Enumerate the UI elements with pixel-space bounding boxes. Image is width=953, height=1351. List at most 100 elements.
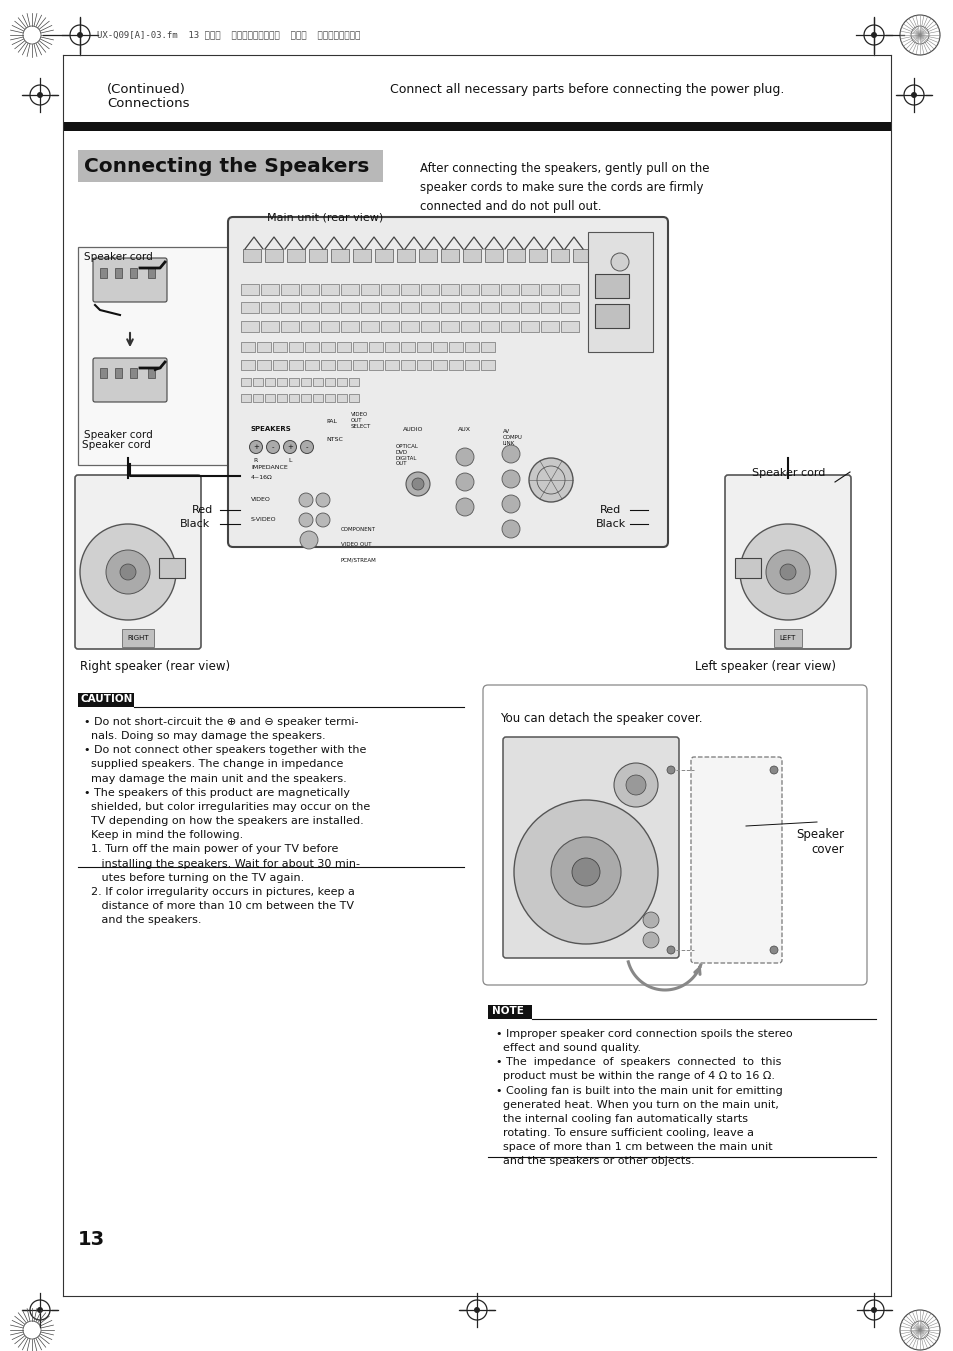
Bar [420, 284, 438, 295]
Bar [400, 322, 418, 332]
Bar [480, 359, 495, 370]
Circle shape [412, 478, 423, 490]
Circle shape [298, 493, 313, 507]
Circle shape [765, 550, 809, 594]
Bar [130, 267, 137, 278]
Bar [369, 359, 382, 370]
Bar [460, 322, 478, 332]
Bar [241, 342, 254, 353]
Text: RIGHT: RIGHT [127, 635, 149, 640]
Circle shape [299, 531, 317, 549]
Bar [325, 394, 335, 403]
Bar [380, 303, 398, 313]
Bar [440, 249, 458, 262]
Bar [320, 342, 335, 353]
FancyBboxPatch shape [92, 258, 167, 303]
Text: Connect all necessary parts before connecting the power plug.: Connect all necessary parts before conne… [390, 84, 783, 96]
Bar [276, 378, 287, 386]
FancyBboxPatch shape [595, 274, 628, 299]
Bar [305, 342, 318, 353]
Bar [464, 342, 478, 353]
Bar [400, 303, 418, 313]
Circle shape [514, 800, 658, 944]
Bar [400, 359, 415, 370]
Bar [460, 284, 478, 295]
Text: L: L [288, 458, 292, 462]
Bar [241, 303, 258, 313]
Bar [560, 284, 578, 295]
FancyBboxPatch shape [690, 757, 781, 963]
Circle shape [23, 26, 41, 45]
Bar [349, 378, 358, 386]
Bar [305, 359, 318, 370]
Circle shape [80, 524, 175, 620]
Bar [560, 303, 578, 313]
Bar [261, 303, 278, 313]
Text: UX-Q09[A]-03.fm  13 ページ  ２００４年９月７日  火曜日  午前１１時２２分: UX-Q09[A]-03.fm 13 ページ ２００４年９月７日 火曜日 午前１… [97, 31, 360, 39]
Bar [289, 394, 298, 403]
Circle shape [769, 766, 778, 774]
Circle shape [870, 1306, 876, 1313]
Circle shape [250, 440, 262, 454]
Bar [353, 249, 371, 262]
Circle shape [456, 449, 474, 466]
Bar [440, 284, 458, 295]
Bar [320, 322, 338, 332]
Text: Speaker
cover: Speaker cover [795, 828, 843, 857]
Circle shape [406, 471, 430, 496]
Circle shape [551, 838, 620, 907]
Text: +: + [287, 444, 293, 450]
Text: S-VIDEO: S-VIDEO [251, 517, 276, 521]
Text: NTSC: NTSC [326, 436, 342, 442]
Bar [100, 267, 107, 278]
Bar [265, 249, 283, 262]
Bar [100, 367, 107, 378]
Bar [340, 303, 358, 313]
Text: AUX: AUX [457, 427, 471, 432]
Bar [480, 284, 498, 295]
Text: Speaker cord: Speaker cord [84, 253, 152, 262]
Bar [464, 359, 478, 370]
Bar [301, 322, 318, 332]
Bar [273, 359, 287, 370]
Text: Connecting the Speakers: Connecting the Speakers [84, 158, 369, 177]
Bar [449, 359, 462, 370]
Bar [241, 359, 254, 370]
Bar [349, 394, 358, 403]
Bar [420, 303, 438, 313]
Text: AV
COMPU
LINK: AV COMPU LINK [502, 430, 522, 446]
Bar [261, 322, 278, 332]
Bar [529, 249, 546, 262]
Bar [276, 394, 287, 403]
FancyBboxPatch shape [482, 685, 866, 985]
Bar [256, 359, 271, 370]
Text: SPEAKERS: SPEAKERS [251, 426, 292, 432]
Circle shape [283, 440, 296, 454]
FancyBboxPatch shape [75, 476, 201, 648]
Bar [520, 303, 538, 313]
Text: Speaker cord: Speaker cord [751, 467, 824, 478]
Circle shape [910, 92, 916, 99]
Bar [253, 394, 263, 403]
Bar [241, 322, 258, 332]
Circle shape [474, 1306, 479, 1313]
Text: 4~16Ω: 4~16Ω [251, 476, 273, 480]
Circle shape [614, 763, 658, 807]
Bar [287, 249, 305, 262]
Text: Main unit (rear view): Main unit (rear view) [267, 212, 383, 222]
Bar [540, 322, 558, 332]
Bar [301, 284, 318, 295]
Bar [273, 342, 287, 353]
Bar [281, 284, 298, 295]
Bar [488, 1005, 532, 1019]
FancyBboxPatch shape [595, 304, 628, 328]
Bar [380, 322, 398, 332]
Bar [241, 284, 258, 295]
Bar [148, 367, 154, 378]
Circle shape [666, 946, 675, 954]
Text: • Improper speaker cord connection spoils the stereo
  effect and sound quality.: • Improper speaker cord connection spoil… [496, 1029, 792, 1166]
Bar [420, 322, 438, 332]
Bar [369, 342, 382, 353]
Circle shape [37, 92, 43, 99]
Bar [243, 249, 261, 262]
